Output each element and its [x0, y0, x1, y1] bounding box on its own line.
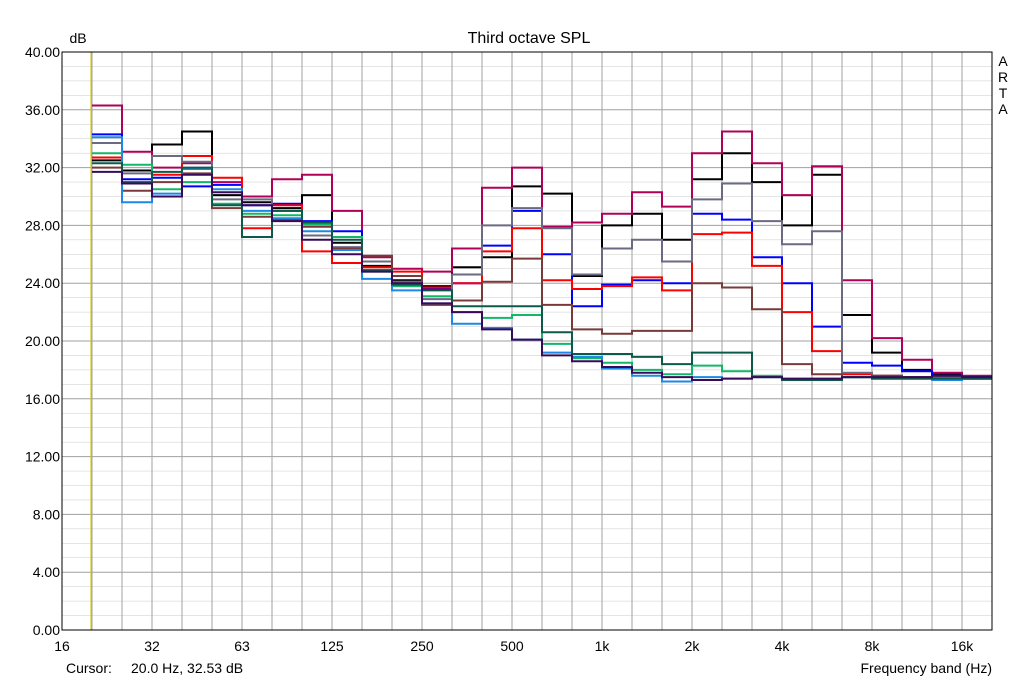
side-label-char: A — [998, 53, 1008, 69]
plot-frame — [61, 51, 993, 631]
x-tick-label: 16 — [54, 638, 70, 654]
cursor-readout: 20.0 Hz, 32.53 dB — [131, 660, 243, 676]
series-line — [92, 170, 992, 381]
x-tick-label: 2k — [685, 638, 701, 654]
y-tick-label: 0.00 — [33, 622, 60, 638]
x-tick-label: 4k — [775, 638, 791, 654]
x-axis-label: Frequency band (Hz) — [860, 660, 992, 676]
y-tick-label: 20.00 — [25, 333, 60, 349]
y-tick-label: 32.00 — [25, 160, 60, 176]
y-tick-label: 12.00 — [25, 449, 60, 465]
y-tick-labels: 0.00 4.00 8.00 12.00 16.00 20.00 24.00 28.00 32.… — [25, 44, 60, 638]
side-label-char: A — [998, 101, 1008, 117]
x-tick-label: 1k — [595, 638, 611, 654]
y-tick-label: 40.00 — [25, 44, 60, 60]
side-label-char: R — [998, 69, 1008, 85]
series-line — [92, 162, 992, 381]
side-label: A R T A — [998, 53, 1008, 117]
y-tick-label: 24.00 — [25, 275, 60, 291]
cursor-label: Cursor: — [66, 660, 112, 676]
y-axis-label: dB — [69, 30, 86, 46]
x-tick-label: 32 — [144, 638, 160, 654]
chart-title: Third octave SPL — [468, 30, 591, 47]
y-tick-label: 4.00 — [33, 564, 60, 580]
x-tick-label: 125 — [320, 638, 344, 654]
side-label-char: T — [999, 85, 1008, 101]
y-tick-label: 36.00 — [25, 102, 60, 118]
y-tick-label: 16.00 — [25, 391, 60, 407]
x-tick-label: 250 — [410, 638, 434, 654]
series-group — [92, 104, 992, 383]
x-tick-labels: 16 32 63 125 250 500 1k 2k 4k 8k 16k — [54, 638, 974, 654]
y-tick-label: 8.00 — [33, 506, 60, 522]
x-tick-label: 63 — [234, 638, 250, 654]
x-tick-label: 500 — [500, 638, 524, 654]
y-tick-label: 28.00 — [25, 217, 60, 233]
x-tick-label: 16k — [951, 638, 975, 654]
grid — [61, 51, 993, 631]
series-line — [92, 142, 992, 380]
x-tick-label: 8k — [865, 638, 881, 654]
